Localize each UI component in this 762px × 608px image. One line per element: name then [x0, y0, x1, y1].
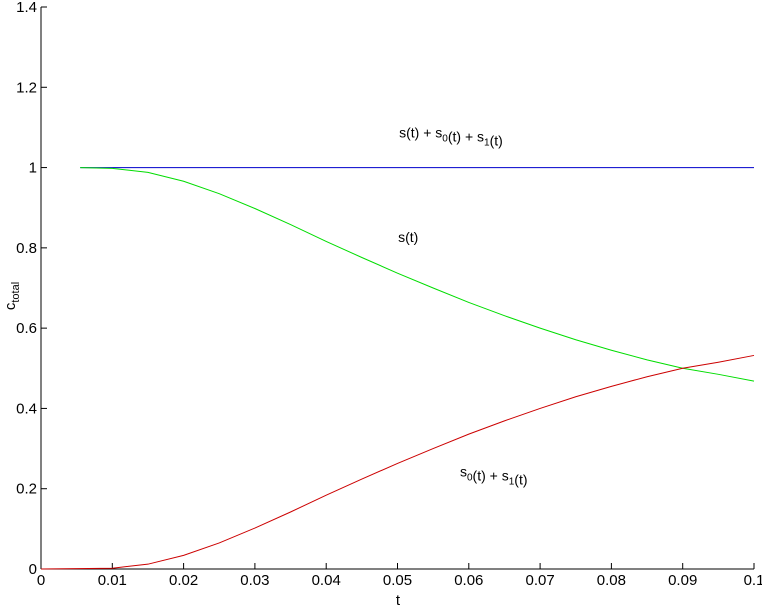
x-tick-label: 0.03	[240, 572, 269, 589]
y-tick-label: 1	[29, 160, 37, 177]
y-axis-title: ctotal	[2, 282, 22, 310]
y-tick-label: 0.8	[16, 240, 37, 257]
series-line-2	[40, 354, 755, 570]
x-tick-label: 0.06	[454, 572, 483, 589]
annotation-2: s0(t) + s1(t)	[460, 464, 528, 488]
y-tick-label: 0.4	[16, 400, 37, 417]
y-tick-label: 1.2	[16, 79, 37, 96]
x-tick-label: 0.1	[744, 572, 762, 589]
y-tick-label: 0	[29, 561, 37, 578]
x-tick-label: 0.04	[312, 572, 341, 589]
annotation-1: s(t)	[398, 229, 418, 245]
annotations: s(t) + s0(t) + s1(t) s(t) s0(t) + s1(t)	[398, 124, 527, 487]
x-tick-label: 0.09	[668, 572, 697, 589]
ticks: 0 0.01 0.02 0.03 0.04 0.05 0.06 0.07 0.08 0.09 0.1…	[16, 0, 762, 589]
x-tick-label: 0.05	[383, 572, 412, 589]
y-tick-label: 1.4	[16, 0, 37, 16]
x-axis-title: t	[396, 592, 401, 608]
annotation-0: s(t) + s0(t) + s1(t)	[399, 124, 503, 148]
y-tick-label: 0.2	[16, 481, 37, 498]
x-tick-label: 0.01	[98, 572, 127, 589]
y-tick-label: 0.6	[16, 320, 37, 337]
x-tick-label: 0.07	[525, 572, 554, 589]
series-lines	[40, 167, 755, 570]
x-tick-label: 0.02	[169, 572, 198, 589]
x-tick-label: 0.08	[597, 572, 626, 589]
axes	[40, 7, 754, 570]
x-tick-label: 0	[37, 572, 45, 589]
series-line-1	[80, 167, 755, 382]
